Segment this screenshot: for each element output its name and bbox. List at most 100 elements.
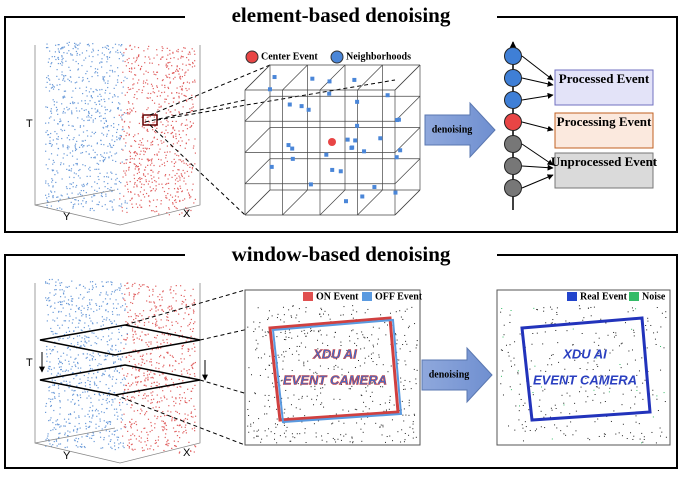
point — [172, 307, 173, 308]
noise-point — [321, 309, 322, 310]
point — [78, 415, 79, 416]
point — [174, 405, 175, 406]
point — [87, 357, 88, 358]
point — [93, 150, 94, 151]
noise-point — [382, 425, 383, 426]
point — [72, 301, 73, 302]
point — [77, 53, 78, 54]
point — [94, 72, 95, 73]
point — [70, 152, 71, 153]
node-arrow — [522, 95, 553, 100]
point — [45, 195, 46, 196]
point — [163, 342, 164, 343]
point — [98, 179, 99, 180]
point — [95, 424, 96, 425]
noise-point — [531, 344, 532, 345]
noise-point — [267, 319, 268, 320]
noise-point — [371, 358, 372, 359]
point — [154, 92, 155, 93]
noise-point — [257, 431, 258, 432]
noise-point — [272, 315, 273, 316]
point — [99, 308, 100, 309]
point — [90, 281, 91, 282]
point — [124, 77, 125, 78]
noise-point — [301, 331, 302, 332]
noise-point — [592, 400, 593, 401]
point — [110, 441, 111, 442]
point — [141, 358, 142, 359]
point — [122, 126, 123, 127]
noise-point — [254, 430, 255, 431]
point — [182, 301, 183, 302]
point — [127, 184, 128, 185]
point — [60, 63, 61, 64]
point — [61, 55, 62, 56]
point — [71, 110, 72, 111]
point — [150, 201, 151, 202]
point — [122, 129, 123, 130]
point — [178, 159, 179, 160]
point — [55, 285, 56, 286]
point — [150, 175, 151, 176]
noise-point — [632, 439, 633, 440]
noise-point — [304, 330, 305, 331]
point — [107, 109, 108, 110]
grid-line — [283, 65, 308, 90]
point — [140, 191, 141, 192]
point — [192, 303, 193, 304]
noise-point — [309, 369, 310, 370]
noise-point — [573, 329, 574, 330]
point — [181, 175, 182, 176]
point — [104, 374, 105, 375]
point — [71, 202, 72, 203]
point — [105, 113, 106, 114]
point — [137, 352, 138, 353]
point — [58, 148, 59, 149]
noise-point — [558, 362, 559, 363]
point — [118, 447, 119, 448]
noise-point — [280, 319, 281, 320]
point — [126, 376, 127, 377]
noise-point — [320, 393, 321, 394]
noise-point — [405, 439, 406, 440]
point — [156, 362, 157, 363]
point — [188, 99, 189, 100]
point — [49, 366, 50, 367]
point — [192, 428, 193, 429]
point — [76, 288, 77, 289]
point — [194, 299, 195, 300]
event-node — [505, 180, 522, 197]
point — [60, 401, 61, 402]
grid-line — [395, 96, 420, 121]
point — [99, 116, 100, 117]
point — [192, 66, 193, 67]
point — [166, 99, 167, 100]
point — [96, 310, 97, 311]
point — [111, 284, 112, 285]
point — [176, 121, 177, 122]
noise-point — [604, 436, 605, 437]
point — [106, 152, 107, 153]
point — [136, 186, 137, 187]
point — [140, 356, 141, 357]
point — [192, 368, 193, 369]
point — [134, 94, 135, 95]
point — [81, 65, 82, 66]
point — [173, 98, 174, 99]
point — [137, 293, 138, 294]
point — [84, 416, 85, 417]
point — [109, 52, 110, 53]
point — [51, 113, 52, 114]
point — [111, 338, 112, 339]
point — [165, 376, 166, 377]
noise-point — [630, 432, 631, 433]
point — [164, 397, 165, 398]
point — [118, 359, 119, 360]
point — [149, 181, 150, 182]
noise-point — [247, 327, 248, 328]
point — [93, 356, 94, 357]
noise-point — [593, 369, 594, 370]
point — [119, 314, 120, 315]
point — [141, 431, 142, 432]
point — [69, 431, 70, 432]
